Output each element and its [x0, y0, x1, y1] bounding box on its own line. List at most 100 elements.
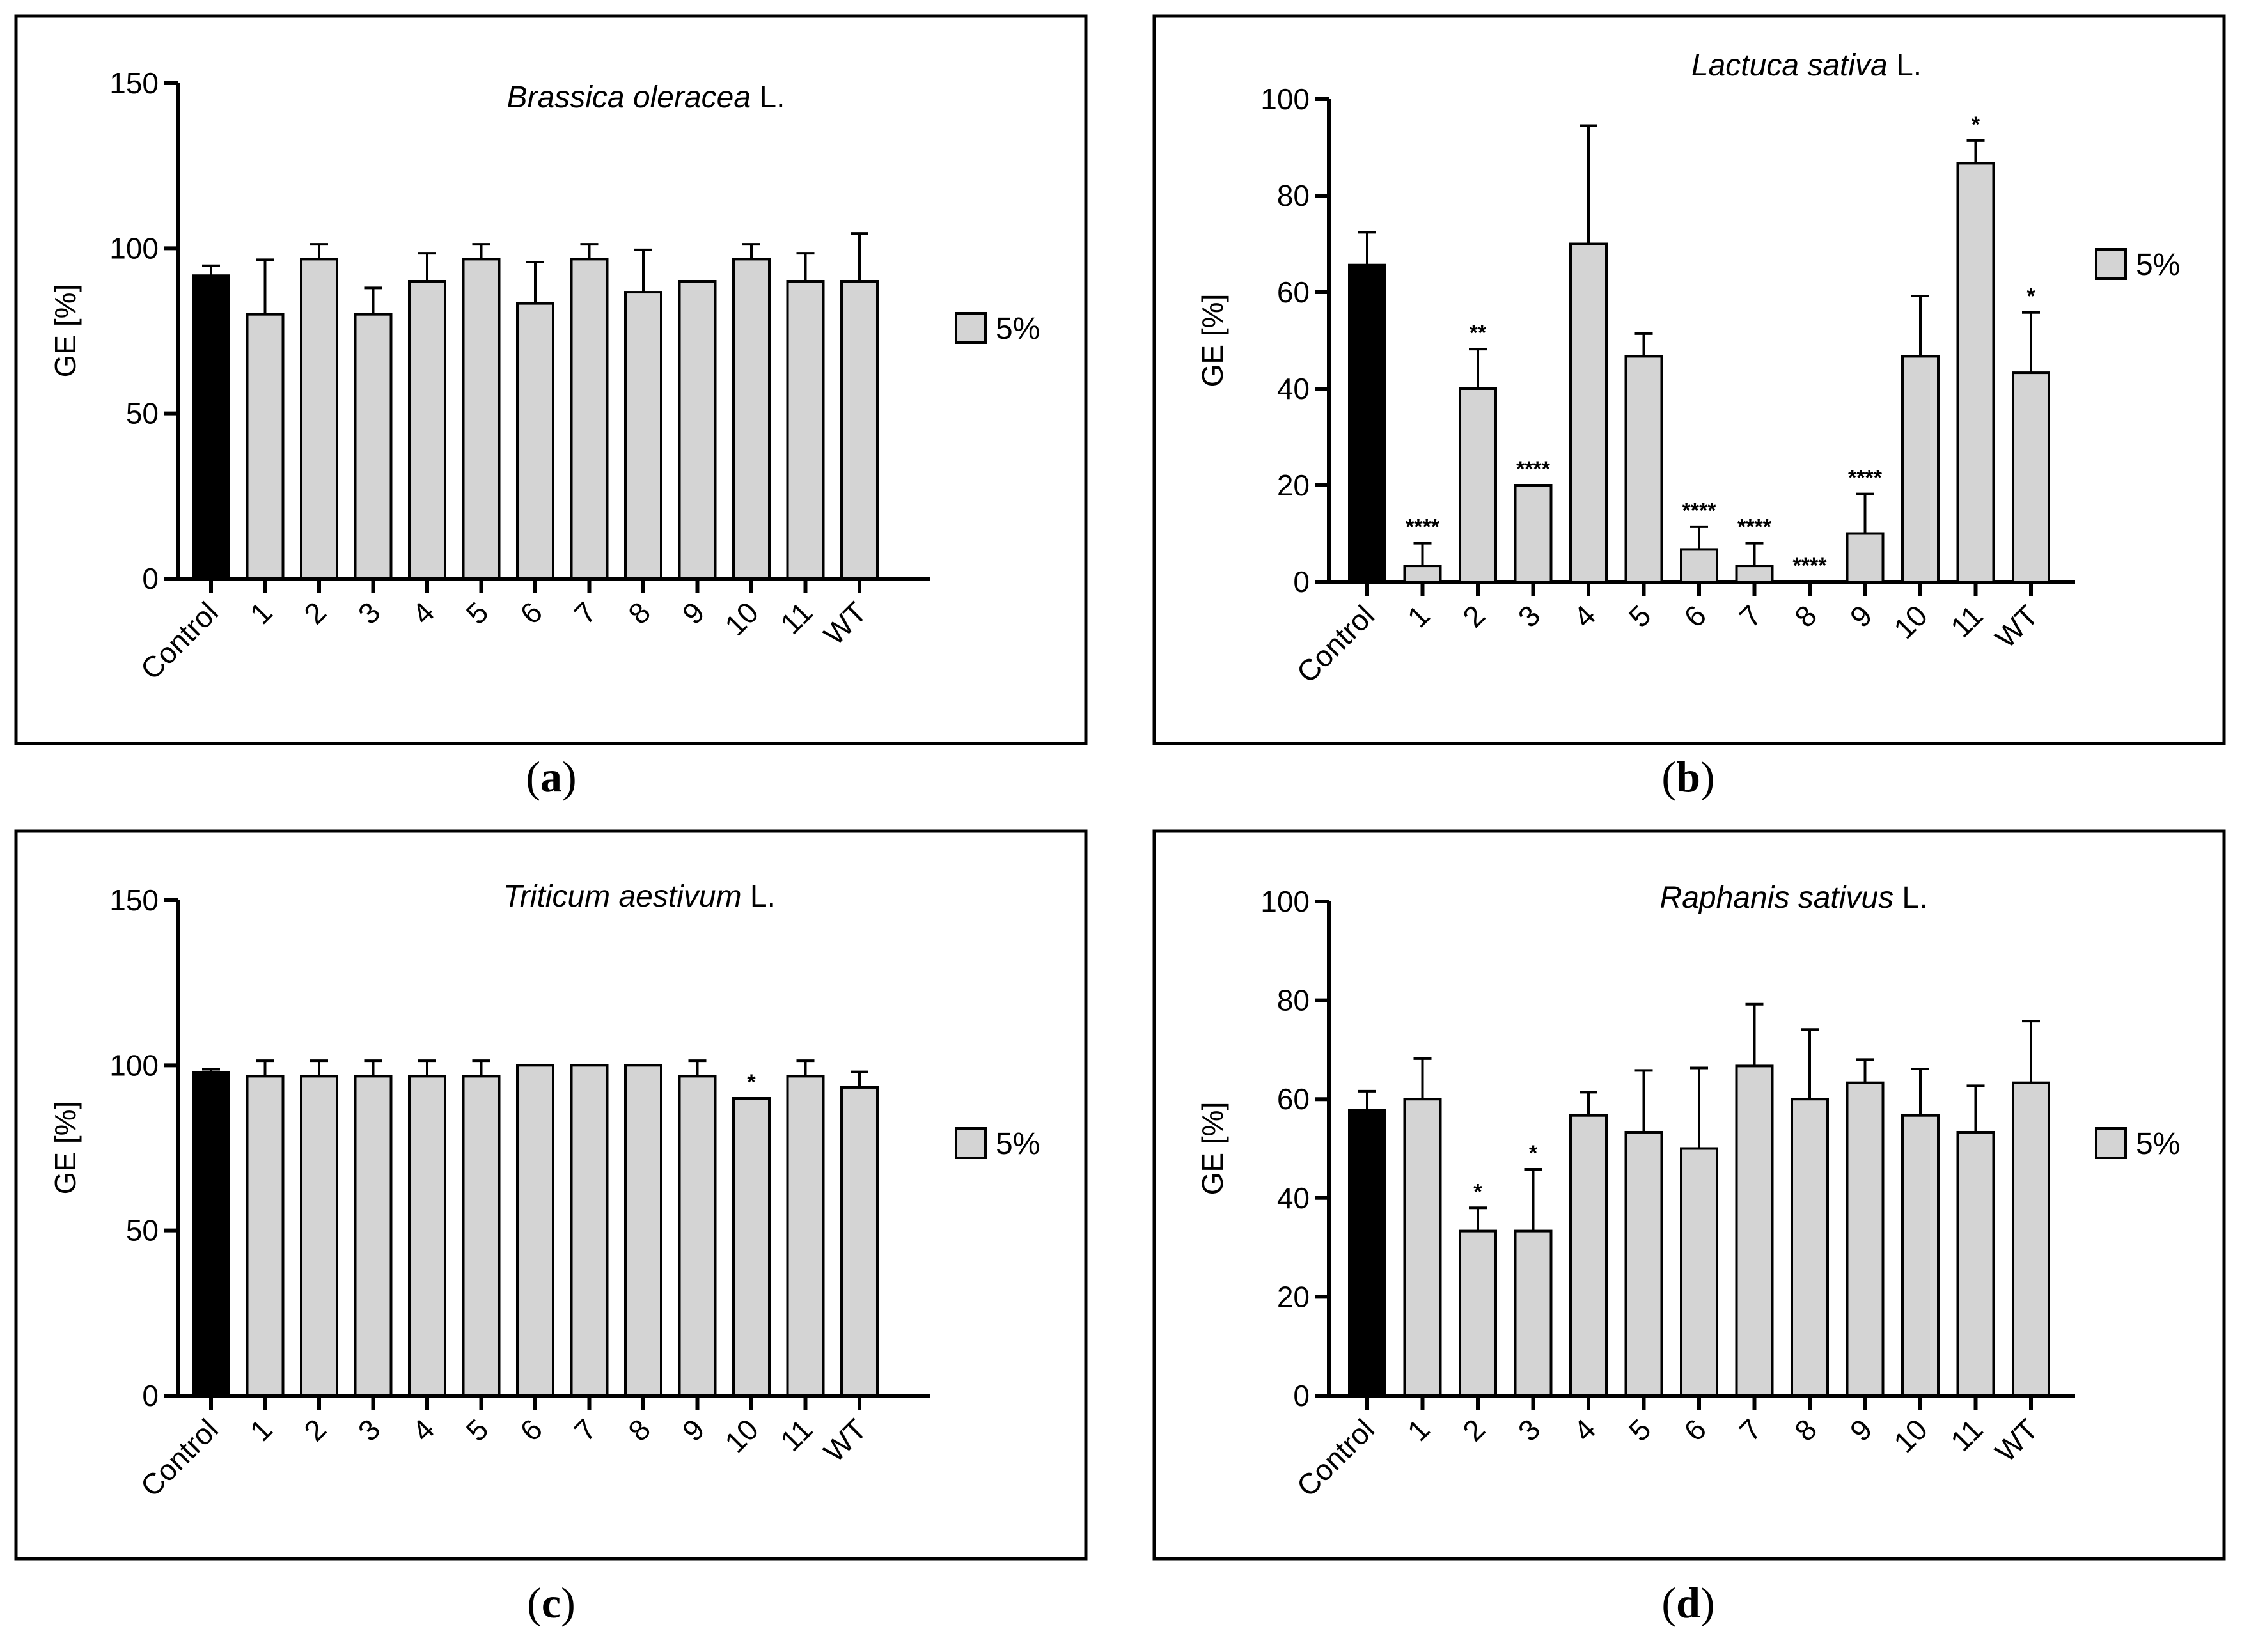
bar-9 [678, 1075, 717, 1397]
bar-Control [1348, 263, 1386, 583]
legend-label: 5% [2136, 248, 2180, 282]
legend-swatch [955, 312, 987, 344]
significance-3: **** [1516, 457, 1551, 481]
y-axis-label: GE [%] [49, 284, 82, 378]
bar-7 [570, 1064, 609, 1398]
chart-title: Brassica oleracea L. [507, 81, 785, 114]
chart-title-species: Brassica oleracea [507, 81, 751, 114]
significance-9: **** [1848, 466, 1883, 490]
y-tick-label: 40 [1277, 1181, 1310, 1215]
bar-2 [1459, 1229, 1497, 1397]
bar-2 [300, 1075, 338, 1397]
y-tick-label: 0 [1293, 1379, 1310, 1412]
caption-open-paren: ( [526, 752, 540, 801]
caption-open-paren: ( [1661, 752, 1676, 801]
y-axis-label: GE [%] [1196, 294, 1229, 387]
bar-6 [1680, 548, 1718, 583]
panel-frame [1152, 14, 2226, 745]
legend-label: 5% [996, 312, 1040, 346]
legend-swatch [2095, 1127, 2127, 1159]
panel-caption-a: (a) [526, 752, 576, 801]
bar-9 [678, 280, 717, 580]
y-tick-label: 100 [1260, 82, 1310, 116]
panel-caption-c: (c) [527, 1578, 576, 1627]
caption-close-paren: ) [562, 752, 577, 801]
bar-4 [408, 280, 446, 580]
bar-1 [246, 1075, 285, 1397]
chart-title: Raphanis sativus L. [1660, 881, 1928, 915]
caption-letter: a [540, 752, 562, 801]
panel-caption-b: (b) [1661, 752, 1714, 801]
chart-title-suffix: L. [742, 880, 776, 914]
y-tick-label: 0 [1293, 565, 1310, 598]
y-tick-label: 100 [109, 231, 159, 265]
significance-7: **** [1737, 515, 1772, 540]
caption-close-paren: ) [1700, 1578, 1715, 1627]
bar-4 [1569, 242, 1608, 583]
bar-WT [840, 280, 879, 580]
y-tick-label: 80 [1277, 984, 1310, 1017]
bar-9 [1846, 1081, 1885, 1398]
legend-swatch [955, 1127, 987, 1159]
bar-10 [732, 258, 771, 580]
bar-WT [840, 1086, 879, 1397]
bar-4 [408, 1075, 446, 1397]
bar-8 [624, 1064, 662, 1398]
bar-5 [462, 1075, 501, 1397]
caption-letter: d [1676, 1578, 1700, 1627]
bar-8 [1791, 1098, 1829, 1397]
significance-WT: * [2026, 284, 2035, 309]
significance-11: * [1972, 113, 1980, 137]
chart-title-suffix: L. [1888, 49, 1922, 82]
bar-WT [2012, 1081, 2050, 1398]
bar-4 [1569, 1114, 1608, 1397]
bar-11 [1956, 162, 1995, 584]
y-tick-label: 100 [109, 1048, 159, 1082]
bar-3 [1514, 484, 1553, 583]
bar-3 [354, 1075, 393, 1397]
bar-11 [786, 280, 825, 580]
y-tick-label: 50 [126, 1214, 159, 1247]
bar-6 [1680, 1147, 1718, 1397]
y-tick-label: 20 [1277, 1280, 1310, 1313]
y-tick-label: 60 [1277, 276, 1310, 309]
bar-7 [1735, 1064, 1774, 1398]
bar-10 [1901, 1114, 1940, 1397]
bar-1 [1403, 565, 1442, 584]
y-tick-label: 50 [126, 397, 159, 430]
significance-10: * [747, 1070, 756, 1095]
significance-6: **** [1682, 499, 1717, 523]
bar-3 [1514, 1229, 1553, 1397]
bar-10 [1901, 355, 1940, 583]
bar-3 [354, 313, 393, 580]
bar-6 [516, 1064, 554, 1398]
chart-title: Lactuca sativa L. [1691, 49, 1922, 82]
bar-5 [1624, 355, 1663, 583]
chart-title-species: Lactuca sativa [1691, 49, 1888, 82]
bar-7 [1735, 565, 1774, 584]
bar-2 [300, 258, 338, 580]
bar-2 [1459, 387, 1497, 583]
bar-7 [570, 258, 609, 580]
y-axis-label: GE [%] [1196, 1102, 1229, 1196]
legend-label: 5% [996, 1127, 1040, 1161]
bar-Control [192, 1071, 230, 1397]
legend-swatch [2095, 248, 2127, 280]
y-tick-label: 0 [142, 1379, 159, 1412]
chart-title-suffix: L. [751, 81, 785, 114]
bar-6 [516, 302, 554, 580]
bar-8 [624, 291, 662, 580]
legend-label: 5% [2136, 1127, 2180, 1161]
bar-5 [462, 258, 501, 580]
y-tick-label: 100 [1260, 885, 1310, 918]
bar-11 [1956, 1130, 1995, 1397]
caption-open-paren: ( [1661, 1578, 1676, 1627]
bar-11 [786, 1075, 825, 1397]
caption-close-paren: ) [561, 1578, 576, 1627]
bar-10 [732, 1097, 771, 1397]
caption-open-paren: ( [527, 1578, 542, 1627]
